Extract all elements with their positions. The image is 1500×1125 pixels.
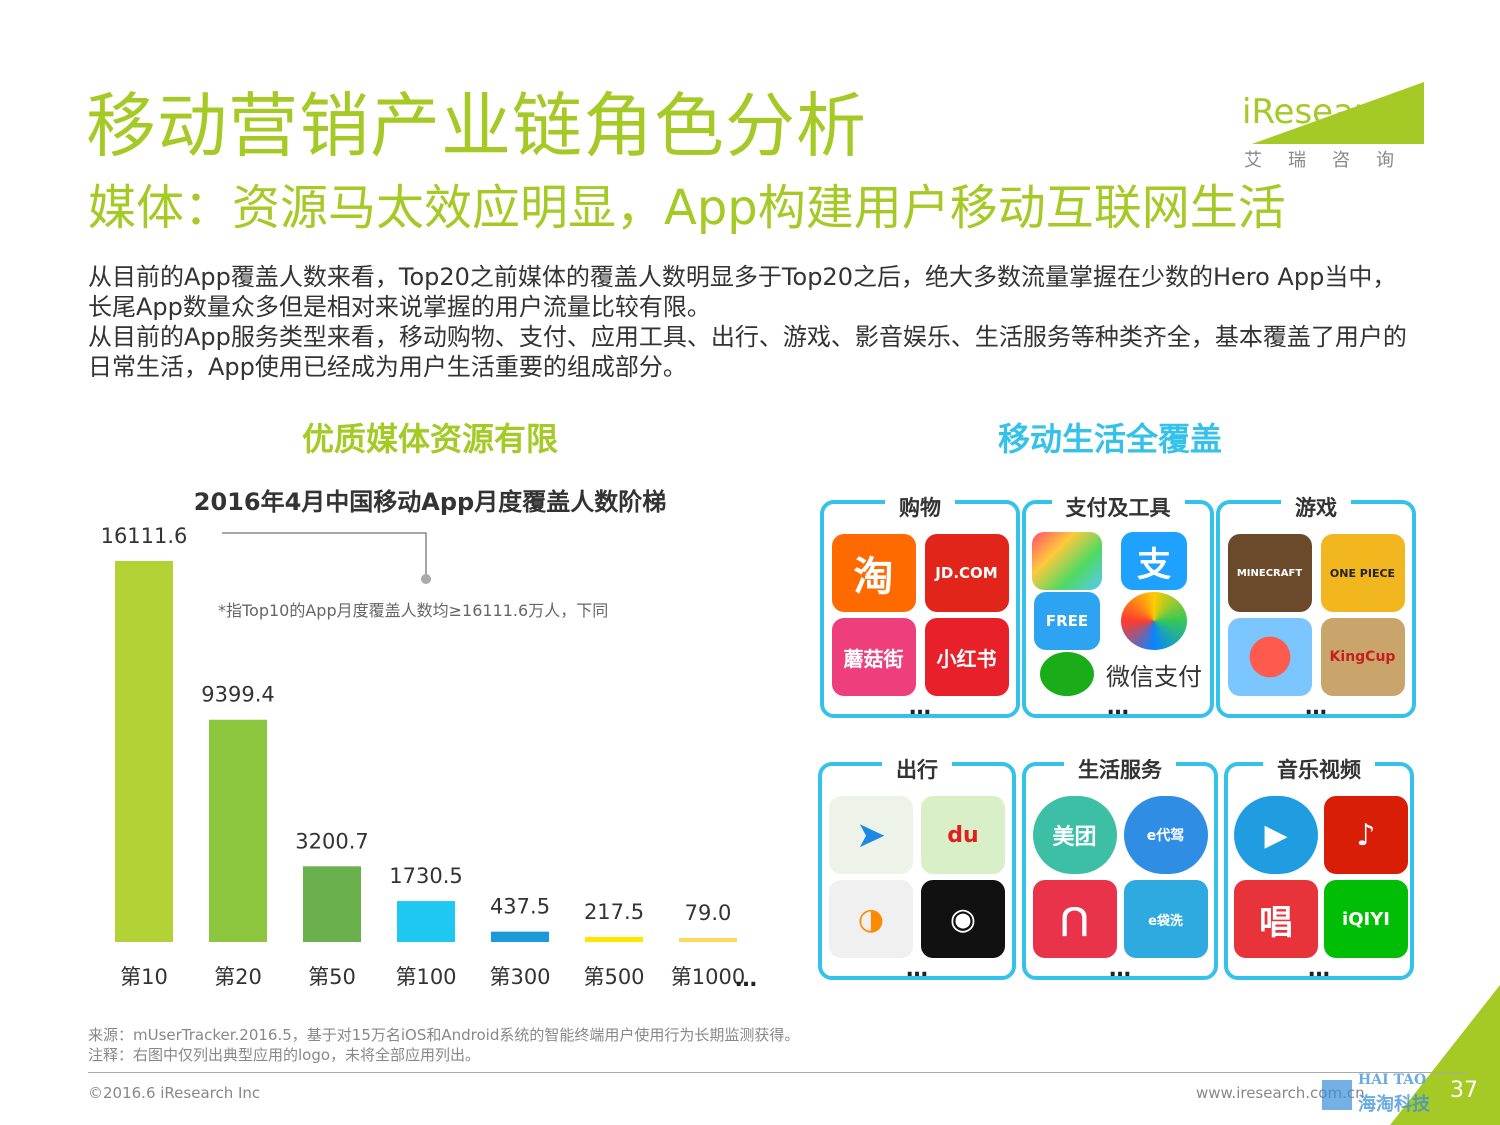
copyright-text: ©2016.6 iResearch Inc [88, 1084, 261, 1102]
category-label: 第100 [395, 965, 456, 989]
left-section-title: 优质媒体资源有限 [301, 420, 558, 458]
bar-1 [115, 561, 173, 942]
mogujie-app-icon: 蘑菇街 [831, 618, 916, 696]
bar-4 [397, 901, 455, 942]
category-label: 第50 [308, 965, 356, 989]
bar-value-label: 217.5 [584, 900, 644, 924]
changba-app-icon: 唱 [1234, 880, 1318, 958]
wifi-free-app-icon: FREE [1034, 592, 1100, 650]
app-group-music-video: 音乐视频 ▶ ♪ 唱 iQIYI … [1224, 758, 1414, 982]
group-label-music-video: 音乐视频 [1263, 758, 1375, 782]
bar-value-label: 9399.4 [201, 683, 274, 707]
meituan-app-icon: 美团 [1032, 796, 1117, 874]
app-group-payment-tools: 支付及工具 支 FREE 微信支付 … [1022, 496, 1214, 720]
edaijia-app-icon: e代驾 [1123, 796, 1208, 874]
more-indicator: … [1109, 957, 1131, 982]
uber-app-icon: ◉ [921, 880, 1005, 958]
logo-text-cn: 艾瑞咨询 [1244, 150, 1420, 171]
category-label: 第500 [583, 965, 644, 989]
bar-value-label: 16111.6 [101, 524, 188, 548]
right-section-title: 移动生活全覆盖 [997, 420, 1222, 458]
group-label-life-services: 生活服务 [1064, 758, 1176, 782]
iqiyi-app-icon: iQIYI [1324, 880, 1408, 958]
wechat-pay-label: 微信支付 [1104, 652, 1204, 696]
netease-music-app-icon: ♪ [1324, 796, 1408, 874]
wechat-icon [1040, 652, 1094, 696]
edaixi-app-icon: e袋洗 [1123, 880, 1208, 958]
didi-app-icon: ◑ [829, 880, 913, 958]
callout-line [222, 532, 427, 579]
category-label: 第1000 [671, 965, 745, 989]
bar-value-label: 437.5 [490, 895, 550, 919]
fork-app-icon: ⋂ [1032, 880, 1117, 958]
page-number: 37 [1450, 1078, 1478, 1103]
callout-dot [421, 574, 431, 584]
kingcup-app-icon: KingCup [1320, 618, 1405, 696]
bar-value-label: 3200.7 [295, 829, 368, 853]
body-paragraph-1: 从目前的App覆盖人数来看，Top20之前媒体的覆盖人数明显多于Top20之后，… [88, 263, 1397, 321]
bar-value-label: 79.0 [685, 901, 732, 925]
alipay-app-icon: 支 [1121, 532, 1187, 590]
watermark-h-icon [1322, 1080, 1352, 1110]
app-group-games: 游戏 MINECRAFT ONE PIECE KingCup … [1216, 496, 1416, 720]
bar-3 [303, 866, 361, 942]
bar-5 [491, 931, 549, 942]
bar-value-label: 1730.5 [389, 864, 462, 888]
more-indicator: … [1308, 957, 1330, 982]
xiaohongshu-app-icon: 小红书 [924, 618, 1009, 696]
iresearch-logo: iResearch 艾瑞咨询 [1242, 82, 1428, 174]
amap-app-icon: ➤ [829, 796, 913, 874]
fruit-game-app-icon [1227, 618, 1312, 696]
page-title: 移动营销产业链角色分析 [86, 85, 867, 167]
group-label-shopping: 购物 [885, 496, 955, 520]
tencent-video-app-icon: ▶ [1234, 796, 1318, 874]
browser-app-icon [1121, 592, 1187, 650]
group-label-travel: 出行 [882, 758, 952, 782]
category-label: 第300 [489, 965, 550, 989]
group-label-games: 游戏 [1281, 496, 1351, 520]
chart-footnote: *指Top10的App月度覆盖人数均≥16111.6万人，下同 [218, 601, 609, 620]
haitao-watermark: HAI TAO 海淘科技 [1322, 1072, 1456, 1116]
bar-7 [679, 938, 737, 942]
category-label: 第20 [214, 965, 262, 989]
source-text: 来源：mUserTracker.2016.5，基于对15万名iOS和Androi… [88, 1026, 800, 1044]
taobao-app-icon: 淘 [831, 534, 916, 612]
bar-chart: 16111.6 第10 9399.4 第20 3200.7 第50 1730.5 第100 43… [101, 524, 757, 992]
baidu-map-app-icon: du [921, 796, 1005, 874]
more-indicator: … [909, 695, 931, 720]
bar-2 [209, 719, 267, 942]
app-group-shopping: 购物 淘 JD.COM 蘑菇街 小红书 … [820, 496, 1020, 720]
group-label-payment-tools: 支付及工具 [1051, 496, 1185, 520]
more-indicator: … [1107, 695, 1129, 720]
app-group-life-services: 生活服务 美团 e代驾 ⋂ e袋洗 … [1022, 758, 1218, 982]
logo-text: iResearch [1242, 92, 1408, 132]
minecraft-app-icon: MINECRAFT [1227, 534, 1312, 612]
app-group-travel: 出行 ➤ du ◑ ◉ … [818, 758, 1016, 982]
jd-app-icon: JD.COM [924, 534, 1009, 612]
chart-title: 2016年4月中国移动App月度覆盖人数阶梯 [193, 488, 667, 516]
more-indicator: … [1305, 695, 1327, 720]
watermark-en: HAI TAO [1358, 1072, 1427, 1088]
watermark-cn: 海淘科技 [1358, 1094, 1430, 1115]
category-label: 第10 [120, 965, 168, 989]
onepiece-app-icon: ONE PIECE [1320, 534, 1405, 612]
bar-6 [585, 936, 643, 942]
page-subtitle: 媒体：资源马太效应明显，App构建用户移动互联网生活 [88, 180, 1286, 236]
note-text: 注释：右图中仅列出典型应用的logo，未将全部应用列出。 [88, 1046, 481, 1064]
wallet-app-icon [1032, 532, 1102, 590]
trailing-ellipsis: … [735, 967, 757, 992]
source-note: 来源：mUserTracker.2016.5，基于对15万名iOS和Androi… [88, 1025, 799, 1065]
body-paragraph-2: 从目前的App服务类型来看，移动购物、支付、应用工具、出行、游戏、影音娱乐、生活… [88, 323, 1407, 381]
footer-divider [88, 1072, 1468, 1073]
more-indicator: … [906, 957, 928, 982]
